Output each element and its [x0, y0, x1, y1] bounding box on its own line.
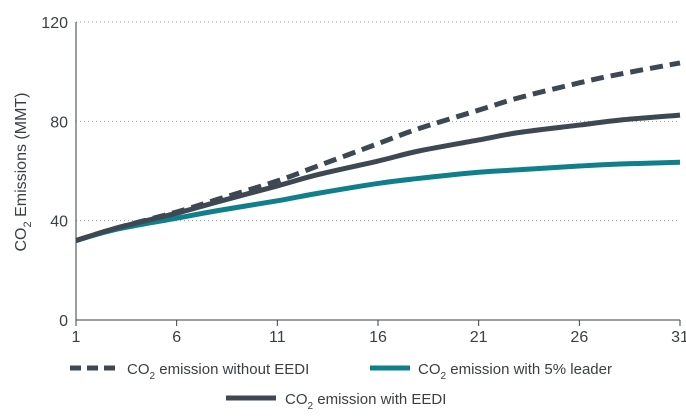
legend-item-without-eedi: CO2 emission without EEDI: [70, 361, 309, 382]
legend: CO2 emission without EEDI CO2 emission w…: [70, 361, 612, 412]
axes: [75, 22, 681, 326]
legend-label-without-eedi: CO2 emission without EEDI: [127, 361, 309, 382]
x-tick-label: 6: [172, 329, 181, 346]
series-lines: [75, 60, 681, 243]
y-tick-labels: 0 40 80 120: [41, 15, 68, 330]
legend-item-with-eedi: CO2 emission with EEDI: [226, 391, 446, 412]
y-axis-label-rest: Emissions (MMT): [13, 92, 30, 221]
y-tick-label: 0: [59, 313, 68, 330]
y-tick-label: 40: [50, 214, 68, 231]
x-tick-label: 1: [72, 329, 81, 346]
y-axis-label-sub: 2: [22, 221, 34, 227]
series-line-5pct-leader: [75, 159, 681, 243]
legend-item-5pct-leader: CO2 emission with 5% leader: [370, 361, 612, 382]
legend-label-with-eedi: CO2 emission with EEDI: [285, 391, 446, 412]
x-tick-labels: 1 6 11 16 21 26 31: [72, 329, 686, 346]
x-tick-label: 26: [570, 329, 588, 346]
y-tick-label: 80: [50, 114, 68, 131]
x-tick-label: 16: [369, 329, 387, 346]
x-tick-label: 31: [671, 329, 686, 346]
y-tick-label: 120: [41, 15, 68, 32]
legend-label-5pct-leader: CO2 emission with 5% leader: [418, 361, 612, 382]
x-tick-label: 11: [269, 329, 286, 346]
y-axis-label-main: CO: [13, 228, 30, 252]
series-line-with-eedi: [75, 112, 681, 243]
y-axis-label: CO2 Emissions (MMT): [13, 92, 34, 251]
x-tick-label: 21: [470, 329, 488, 346]
